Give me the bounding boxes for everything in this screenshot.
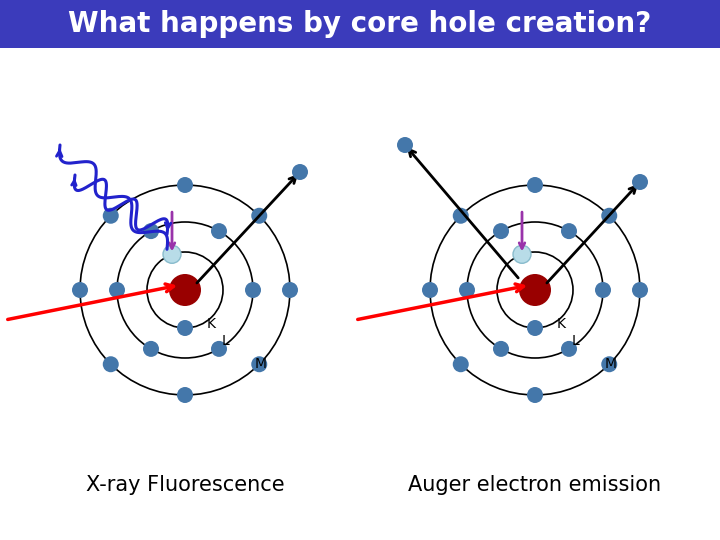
Circle shape [632,174,648,190]
Circle shape [519,274,551,306]
Text: L: L [572,334,580,348]
Text: X-ray Fluorescence: X-ray Fluorescence [86,475,284,495]
Text: Auger electron emission: Auger electron emission [408,475,662,495]
Circle shape [493,223,509,239]
Circle shape [169,274,201,306]
Circle shape [422,282,438,298]
Circle shape [251,356,267,372]
Circle shape [527,320,543,336]
Circle shape [459,282,475,298]
Circle shape [251,208,267,224]
Circle shape [103,208,119,224]
Text: M: M [255,356,266,370]
Circle shape [561,223,577,239]
Circle shape [453,208,469,224]
Circle shape [513,245,531,264]
Circle shape [177,387,193,403]
Circle shape [601,208,617,224]
Circle shape [561,341,577,357]
Circle shape [211,223,227,239]
Circle shape [601,356,617,372]
Text: What happens by core hole creation?: What happens by core hole creation? [68,10,652,38]
Circle shape [143,341,159,357]
Text: L: L [222,334,230,348]
Circle shape [453,356,469,372]
Circle shape [109,282,125,298]
Circle shape [72,282,88,298]
Bar [0,0,720,48]
Circle shape [177,177,193,193]
Circle shape [245,282,261,298]
Circle shape [211,341,227,357]
Circle shape [177,320,193,336]
Text: K: K [207,317,216,331]
Text: M: M [605,356,616,370]
Circle shape [143,223,159,239]
Circle shape [103,356,119,372]
Circle shape [493,341,509,357]
Circle shape [163,245,181,264]
Circle shape [527,387,543,403]
Text: K: K [557,317,566,331]
Circle shape [397,137,413,153]
Circle shape [292,164,308,180]
Circle shape [527,177,543,193]
Circle shape [282,282,298,298]
Circle shape [595,282,611,298]
Circle shape [632,282,648,298]
